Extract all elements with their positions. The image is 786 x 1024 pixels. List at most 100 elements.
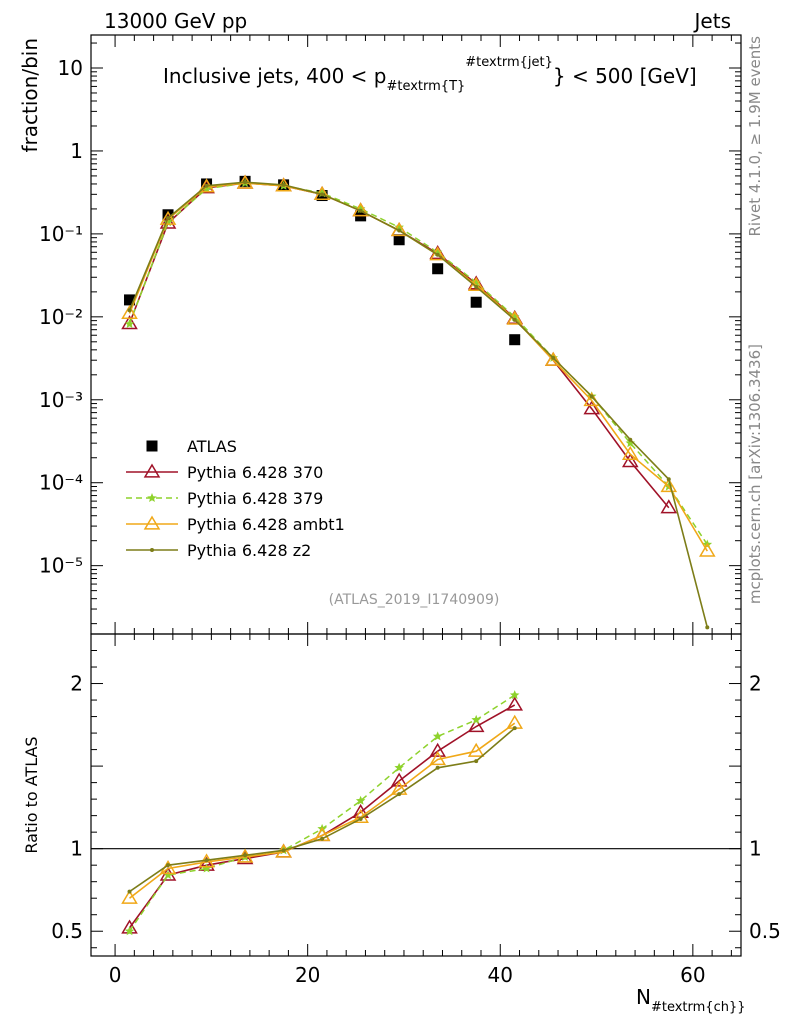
ratio-series-pythia-6-428-379 xyxy=(124,690,520,936)
main-y-tick-label: 10⁻¹ xyxy=(39,222,83,246)
main-data-point xyxy=(124,319,135,328)
main-data-point xyxy=(474,284,479,289)
main-y-tick-label: 1 xyxy=(70,139,83,163)
main-y-tick-label: 10⁻⁵ xyxy=(39,554,83,578)
legend-item: Pythia 6.428 z2 xyxy=(126,541,311,560)
ratio-y-tick-label-right: 1 xyxy=(749,837,762,861)
ratio-data-point xyxy=(320,836,325,841)
legend: ATLAS Pythia 6.428 370 Pythia 6.428 379 Pyt… xyxy=(126,437,345,560)
legend-label: ATLAS xyxy=(187,437,237,456)
ratio-data-point xyxy=(467,717,485,733)
legend-marker xyxy=(143,515,161,530)
x-label-subscript: #textrm{ch}} xyxy=(651,1000,746,1015)
ratio-data-point xyxy=(204,858,209,863)
ratio-data-point xyxy=(506,696,524,711)
main-data-point xyxy=(124,294,136,306)
ratio-y-tick-label-right: 0.5 xyxy=(749,919,781,943)
main-data-point xyxy=(512,317,517,322)
x-label-main: N xyxy=(636,985,651,1009)
ratio-data-point xyxy=(429,751,446,766)
ratio-data-point xyxy=(281,848,286,853)
ratio-data-point xyxy=(432,731,443,741)
main-series-pythia-6-428-z2 xyxy=(127,180,710,630)
main-data-point xyxy=(698,542,716,557)
header-left-label: 13000 GeV pp xyxy=(104,9,247,33)
legend-item: ATLAS xyxy=(146,437,237,456)
main-data-point xyxy=(621,453,639,468)
ratio-data-point xyxy=(358,816,363,821)
ratio-data-point xyxy=(163,870,173,880)
ratio-y-tick-label: 1 xyxy=(70,837,83,861)
rivet-version-label: Rivet 4.1.0, ≥ 1.9M events xyxy=(746,36,764,237)
legend-item: Pythia 6.428 ambt1 xyxy=(126,515,345,534)
main-y-axis-label: fraction/bin xyxy=(18,38,42,153)
main-data-point xyxy=(589,394,594,399)
main-series-line xyxy=(128,181,709,628)
main-data-point xyxy=(544,351,562,366)
ratio-series-layer xyxy=(121,690,524,936)
x-tick-label: 60 xyxy=(680,963,705,987)
ratio-y-tick-label: 2 xyxy=(70,672,83,696)
analysis-watermark: (ATLAS_2019_I1740909) xyxy=(329,592,500,608)
x-axis-label: N#textrm{ch}} xyxy=(636,985,746,1015)
main-y-tick-label: 10⁻⁴ xyxy=(39,471,83,495)
legend-marker xyxy=(143,463,161,478)
title-subscript: #textrm{T} xyxy=(386,79,465,94)
ratio-series-line xyxy=(129,727,516,893)
main-data-point xyxy=(551,355,556,360)
main-data-point xyxy=(358,208,363,213)
main-data-point xyxy=(506,310,524,325)
main-data-point xyxy=(429,246,446,261)
main-data-point xyxy=(435,252,440,257)
legend-item: Pythia 6.428 370 xyxy=(126,463,323,482)
ratio-y-axis-label: Ratio to ATLAS xyxy=(22,736,41,853)
ratio-data-point xyxy=(390,772,408,787)
ratio-series-pythia-6-428-ambt1 xyxy=(121,714,524,904)
ratio-series-line xyxy=(129,722,516,899)
ratio-y-tick-label-right: 2 xyxy=(749,672,762,696)
main-data-point xyxy=(355,203,366,213)
x-tick-label: 20 xyxy=(295,963,320,987)
main-series-line xyxy=(128,182,708,545)
legend-marker xyxy=(146,440,158,452)
main-data-point xyxy=(159,210,177,225)
ratio-data-point xyxy=(435,765,440,770)
ratio-data-point xyxy=(166,863,171,868)
legend-label: Pythia 6.428 379 xyxy=(187,489,323,508)
ratio-data-point xyxy=(394,762,404,772)
ratio-series-line xyxy=(128,704,516,929)
ratio-y-tick-label: 0.5 xyxy=(51,919,83,943)
title-prefix: Inclusive jets, 400 < p xyxy=(163,64,386,88)
mcplots-label: mcplots.cern.ch [arXiv:1306.3436] xyxy=(746,344,764,604)
main-data-point xyxy=(166,216,171,221)
main-data-point xyxy=(397,228,402,233)
header-right-label: Jets xyxy=(693,9,731,33)
main-data-point xyxy=(583,400,601,415)
main-y-tick-label: 10⁻³ xyxy=(39,388,83,412)
x-tick-label: 0 xyxy=(109,963,122,987)
ratio-data-point xyxy=(512,726,517,731)
main-data-point xyxy=(628,437,633,442)
main-data-point xyxy=(243,180,248,185)
main-data-point xyxy=(625,438,635,448)
main-data-point xyxy=(393,234,405,246)
main-data-point xyxy=(660,478,678,493)
ratio-data-point xyxy=(201,863,212,873)
main-data-point xyxy=(621,445,639,460)
ratio-series-pythia-6-428-370 xyxy=(121,696,524,934)
ratio-data-point xyxy=(474,759,479,764)
ratio-data-point xyxy=(471,714,481,724)
ratio-data-point xyxy=(509,690,520,700)
x-tick-label: 40 xyxy=(488,963,513,987)
main-data-point xyxy=(660,499,678,514)
main-data-point xyxy=(204,183,209,188)
main-data-point xyxy=(121,304,138,320)
ratio-data-point xyxy=(429,742,446,757)
legend-marker xyxy=(147,493,157,502)
main-data-point xyxy=(127,308,132,313)
ratio-series-line xyxy=(128,694,516,932)
ratio-data-point xyxy=(355,795,366,805)
ratio-data-point xyxy=(121,889,138,904)
main-series-atlas xyxy=(124,175,521,346)
